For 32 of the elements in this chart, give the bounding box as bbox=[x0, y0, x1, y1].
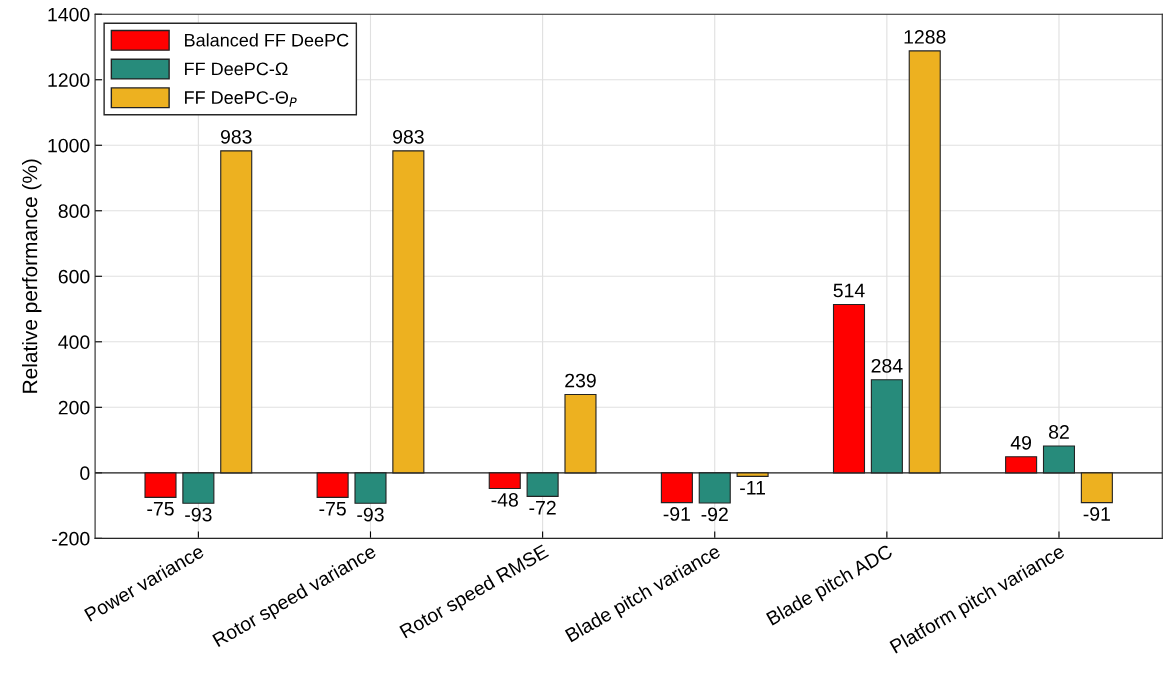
y-tick-label: 200 bbox=[58, 400, 90, 415]
y-tick-label: 400 bbox=[58, 335, 90, 350]
data-label: -75 bbox=[147, 502, 174, 516]
y-tick-label: 1200 bbox=[48, 73, 90, 87]
data-label: 514 bbox=[833, 283, 865, 298]
y-tick-label: 600 bbox=[58, 269, 90, 284]
data-label: -93 bbox=[357, 507, 384, 522]
data-label: -72 bbox=[529, 500, 556, 515]
data-label: -92 bbox=[701, 507, 728, 522]
data-label: -91 bbox=[663, 507, 690, 521]
data-label: 983 bbox=[393, 129, 424, 144]
data-label: 82 bbox=[1049, 425, 1069, 439]
x-tick-label: Blade pitch ADC bbox=[765, 543, 896, 629]
data-label: 284 bbox=[871, 358, 903, 373]
y-tick-label: 0 bbox=[80, 466, 90, 481]
y-tick-label: 800 bbox=[58, 204, 90, 219]
data-label: 239 bbox=[565, 373, 596, 388]
data-label: -93 bbox=[185, 507, 212, 522]
data-label: 49 bbox=[1010, 435, 1032, 450]
y-axis-title: Relative performance (%) bbox=[22, 159, 42, 393]
data-label: -91 bbox=[1083, 507, 1110, 521]
legend-label: FF DeePC-Θ$_{P}$ bbox=[185, 91, 297, 107]
y-tick-label: 1000 bbox=[48, 138, 90, 153]
legend-label: FF DeePC-Ω bbox=[185, 62, 288, 76]
data-label: 983 bbox=[220, 129, 252, 144]
data-label: -11 bbox=[740, 481, 765, 495]
legend-label: Balanced FF DeePC bbox=[185, 33, 349, 47]
data-label: 1288 bbox=[904, 30, 946, 44]
data-label: -75 bbox=[319, 502, 346, 516]
y-tick-label: -200 bbox=[52, 531, 90, 546]
y-tick-label: 1400 bbox=[48, 7, 90, 22]
data-label: -48 bbox=[491, 492, 518, 507]
